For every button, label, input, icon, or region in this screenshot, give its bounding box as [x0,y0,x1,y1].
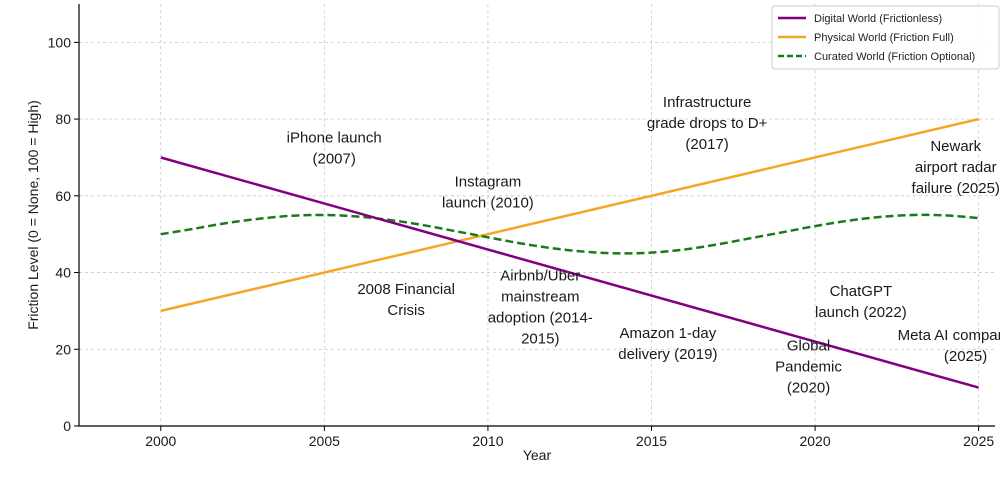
x-tick-label: 2000 [145,433,176,449]
y-tick-label: 60 [55,188,71,204]
annotation-line: Newark [930,138,981,155]
y-tick-label: 100 [48,34,72,50]
annotation-line: ChatGPT [830,283,893,300]
annotation-line: Pandemic [775,359,842,376]
y-tick-label: 20 [55,341,71,357]
annotation-line: adoption (2014- [488,310,593,327]
annotation: Global Pandemic (2020) [775,338,842,397]
annotation-line: airport radar [915,159,997,176]
annotation: Instagram launch (2010) [442,173,534,211]
x-axis-title: Year [523,447,552,463]
annotation-line: (2017) [685,136,728,153]
annotation: ChatGPT launch (2022) [815,283,907,321]
annotation-line: Global [787,338,830,355]
annotation: Amazon 1-day delivery (2019) [618,325,717,363]
annotation: 2008 Financial Crisis [357,281,455,319]
annotation-line: Infrastructure [663,94,751,111]
tick-labels: 2000 2005 2010 2015 2020 2025 0 20 40 60 80 100 [48,34,995,449]
x-tick-label: 2015 [636,433,667,449]
x-tick-label: 2025 [963,433,994,449]
legend-label: Digital World (Frictionless) [814,13,942,25]
annotation: iPhone launch (2007) [287,129,382,167]
series-line-curated-world [160,213,979,255]
legend-box [771,5,1000,70]
annotation-line: launch (2022) [815,304,907,321]
legend-label: Physical World (Friction Full) [814,32,954,44]
annotation-line: Crisis [387,302,425,319]
annotation-line: Instagram [455,173,522,190]
y-tick-label: 0 [63,418,71,434]
annotations: iPhone launch (2007) Instagram launch (2010… [287,94,1000,397]
annotation-line: failure (2025) [912,180,1000,197]
y-axis-title: Friction Level (0 = None, 100 = High) [25,100,41,330]
x-tick-label: 2005 [309,433,340,449]
annotation-line: mainstream [501,289,579,306]
series-line-physical-world [160,117,979,313]
annotation-line: 2008 Financial [357,281,455,298]
annotation: Meta AI companions (2025) [898,327,1000,365]
annotation-line: 2015) [521,331,559,348]
annotation-line: (2020) [787,380,830,397]
annotation-line: iPhone launch [287,129,382,146]
axes [78,4,995,427]
y-tick-label: 40 [55,265,71,281]
annotation-line: (2025) [944,348,987,365]
annotation-line: grade drops to D+ [647,115,768,132]
x-tick-label: 2020 [799,433,830,449]
annotation: Airbnb/Uber mainstream adoption (2014- 2015… [488,268,593,348]
annotation-line: Amazon 1-day [619,325,716,342]
annotation-line: delivery (2019) [618,346,717,363]
y-tick-label: 80 [55,111,71,127]
annotation-line: (2007) [312,150,355,167]
annotation: Newark airport radar failure (2025) [912,138,1000,197]
annotation-line: Meta AI companions [898,327,1000,344]
legend-label: Curated World (Friction Optional) [814,51,975,63]
annotation: Infrastructure grade drops to D+ (2017) [647,94,768,153]
x-tick-label: 2010 [472,433,503,449]
annotation-line: launch (2010) [442,194,534,211]
annotation-line: Airbnb/Uber [500,268,580,285]
legend: Digital World (Frictionless) Physical Wor… [771,5,1000,70]
series-line-digital-world [160,156,979,389]
series-lines [160,117,979,389]
